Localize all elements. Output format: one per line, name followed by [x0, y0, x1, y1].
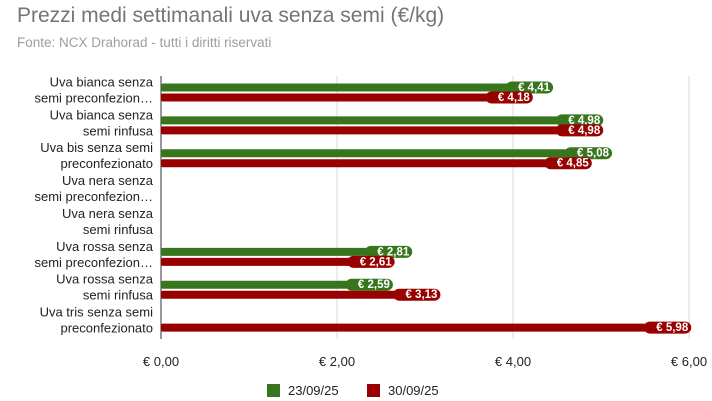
bar-23-09-25 — [161, 116, 600, 125]
category-label: Uva rossa senza — [56, 272, 154, 287]
legend-swatch — [367, 384, 380, 397]
data-label-bg — [345, 278, 393, 291]
data-label-bg — [505, 81, 554, 94]
data-label: € 4,98 — [568, 115, 601, 127]
legend-swatch — [267, 384, 280, 397]
data-label-bg — [643, 321, 692, 334]
data-label: € 2,59 — [358, 279, 390, 291]
chart-title: Prezzi medi settimanali uva senza semi (… — [17, 4, 445, 27]
data-label-bg — [555, 124, 604, 137]
category-label: Uva bianca senza — [50, 107, 154, 122]
data-label-bg — [555, 114, 604, 127]
data-label: € 2,61 — [360, 256, 393, 268]
bar-30-09-25 — [161, 257, 391, 266]
data-label: € 5,98 — [656, 322, 689, 334]
data-label-bg — [364, 245, 413, 258]
category-label: semi rinfusa — [83, 288, 154, 303]
bar-30-09-25 — [161, 159, 588, 168]
bar-23-09-25 — [161, 149, 609, 158]
category-label: preconfezionato — [60, 156, 153, 171]
chart-subtitle: Fonte: NCX Drahorad - tutti i diritti ri… — [17, 35, 272, 50]
data-label-bg — [485, 91, 533, 104]
data-label: € 4,18 — [498, 92, 531, 104]
category-label: Uva nera senza — [62, 206, 154, 221]
x-axis-tick-labels: € 0,00 € 2,00 € 4,00 € 6,00 — [143, 354, 707, 369]
category-label: preconfezionato — [60, 321, 153, 336]
bar-23-09-25 — [161, 247, 409, 256]
data-label-bg — [393, 288, 441, 301]
category-label: semi preconfezion… — [35, 255, 154, 270]
category-label: semi rinfusa — [83, 222, 154, 237]
x-tick-label: € 0,00 — [143, 354, 179, 369]
bar-30-09-25 — [161, 93, 529, 102]
data-label-bg — [564, 147, 613, 160]
category-label: semi preconfezion… — [35, 90, 154, 105]
category-label: Uva bis senza semi — [40, 140, 153, 155]
data-label: € 5,08 — [577, 148, 610, 160]
category-label: Uva nera senza — [62, 173, 154, 188]
data-label: € 4,98 — [568, 125, 601, 137]
legend-label: 23/09/25 — [288, 383, 339, 398]
category-label: Uva rossa senza — [56, 239, 154, 254]
bar-23-09-25 — [161, 83, 550, 92]
bar-23-09-25 — [161, 280, 389, 289]
legend: 23/09/25 30/09/25 — [267, 383, 439, 398]
bar-30-09-25 — [161, 126, 600, 135]
bar-30-09-25 — [161, 323, 688, 332]
data-label-bg — [347, 255, 395, 268]
data-label: € 4,41 — [518, 82, 551, 94]
x-tick-label: € 4,00 — [495, 354, 531, 369]
legend-label: 30/09/25 — [388, 383, 439, 398]
data-label-bg — [544, 157, 592, 170]
bars-layer: € 4,41€ 4,18 € 4,98€ 4,98 € 5,08€ 4,85 € 2,… — [161, 81, 692, 334]
bar-30-09-25 — [161, 290, 437, 299]
category-label: Uva bianca senza — [50, 74, 154, 89]
x-tick-label: € 2,00 — [319, 354, 355, 369]
category-label: semi preconfezion… — [35, 189, 154, 204]
category-label: semi rinfusa — [83, 123, 154, 138]
x-tick-label: € 6,00 — [671, 354, 707, 369]
data-label: € 2,81 — [377, 246, 410, 258]
data-label: € 4,85 — [557, 158, 590, 170]
data-label: € 3,13 — [405, 289, 437, 301]
category-label: Uva tris senza semi — [40, 305, 154, 320]
